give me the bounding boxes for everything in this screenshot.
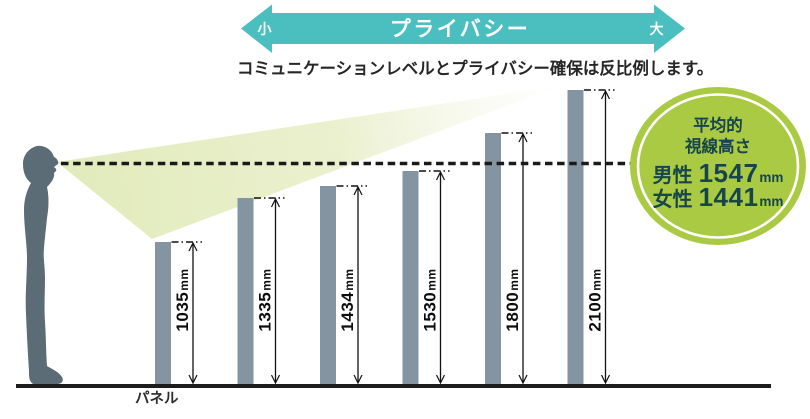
privacy-scale-header: 小 プライバシー 大 xyxy=(241,4,685,53)
eye-height-title-line2: 視線高さ xyxy=(684,136,751,156)
arrowhead-bottom-icon xyxy=(188,374,198,385)
arrowhead-top-icon xyxy=(600,89,611,100)
eye-height-title-line1: 平均的 xyxy=(693,115,743,135)
panel-group-1335: 1335mm xyxy=(237,197,285,385)
panel-axis-label: パネル xyxy=(135,390,179,407)
badge-circle xyxy=(630,87,806,245)
panel-height-label: 1434mm xyxy=(338,268,357,331)
panel-height-label: 1800mm xyxy=(503,268,522,331)
panel-group-1530: 1530mm xyxy=(402,170,450,385)
panel-group-2100: 2100mm xyxy=(567,89,615,385)
arrowhead-bottom-icon xyxy=(518,374,528,385)
person-silhouette xyxy=(23,145,63,384)
panel-bar xyxy=(402,171,419,385)
panel-height-label: 1530mm xyxy=(421,268,440,331)
privacy-double-arrow xyxy=(241,4,685,53)
privacy-title: プライバシー xyxy=(390,18,531,41)
arrowhead-top-icon xyxy=(353,185,363,196)
panel-height-label: 1035mm xyxy=(173,268,192,331)
panel-height-label: 2100mm xyxy=(586,268,605,331)
arrowhead-bottom-icon xyxy=(353,374,363,385)
subtitle-text: コミュニケーションレベルとプライバシー確保は反比例します。 xyxy=(237,58,713,78)
arrowhead-bottom-icon xyxy=(270,374,281,385)
panel-group-1035: 1035mm xyxy=(155,241,202,385)
arrowhead-top-icon xyxy=(435,170,446,181)
panel-bar xyxy=(237,198,254,385)
arrowhead-top-icon xyxy=(270,197,281,208)
arrowhead-bottom-icon xyxy=(435,374,446,385)
eye-height-badge: 平均的 視線高さ 男性 1547mm 女性 1441mm xyxy=(630,87,806,245)
panel-bar xyxy=(485,133,501,385)
arrowhead-bottom-icon xyxy=(600,374,611,385)
panel-group-1800: 1800mm xyxy=(485,132,532,385)
panel-height-label: 1335mm xyxy=(256,268,275,331)
panel-bar xyxy=(567,90,584,385)
panel-group-1434: 1434mm xyxy=(320,185,367,385)
panel-bar xyxy=(155,242,171,385)
arrowhead-top-icon xyxy=(188,241,198,252)
badge-ring xyxy=(636,93,800,239)
panel-bar xyxy=(320,186,336,385)
privacy-scale-min-label: 小 xyxy=(258,21,272,37)
arrowhead-top-icon xyxy=(518,132,528,143)
privacy-scale-max-label: 大 xyxy=(650,21,664,37)
female-eye-height: 女性 1441mm xyxy=(653,182,784,212)
male-eye-height: 男性 1547mm xyxy=(653,158,784,188)
